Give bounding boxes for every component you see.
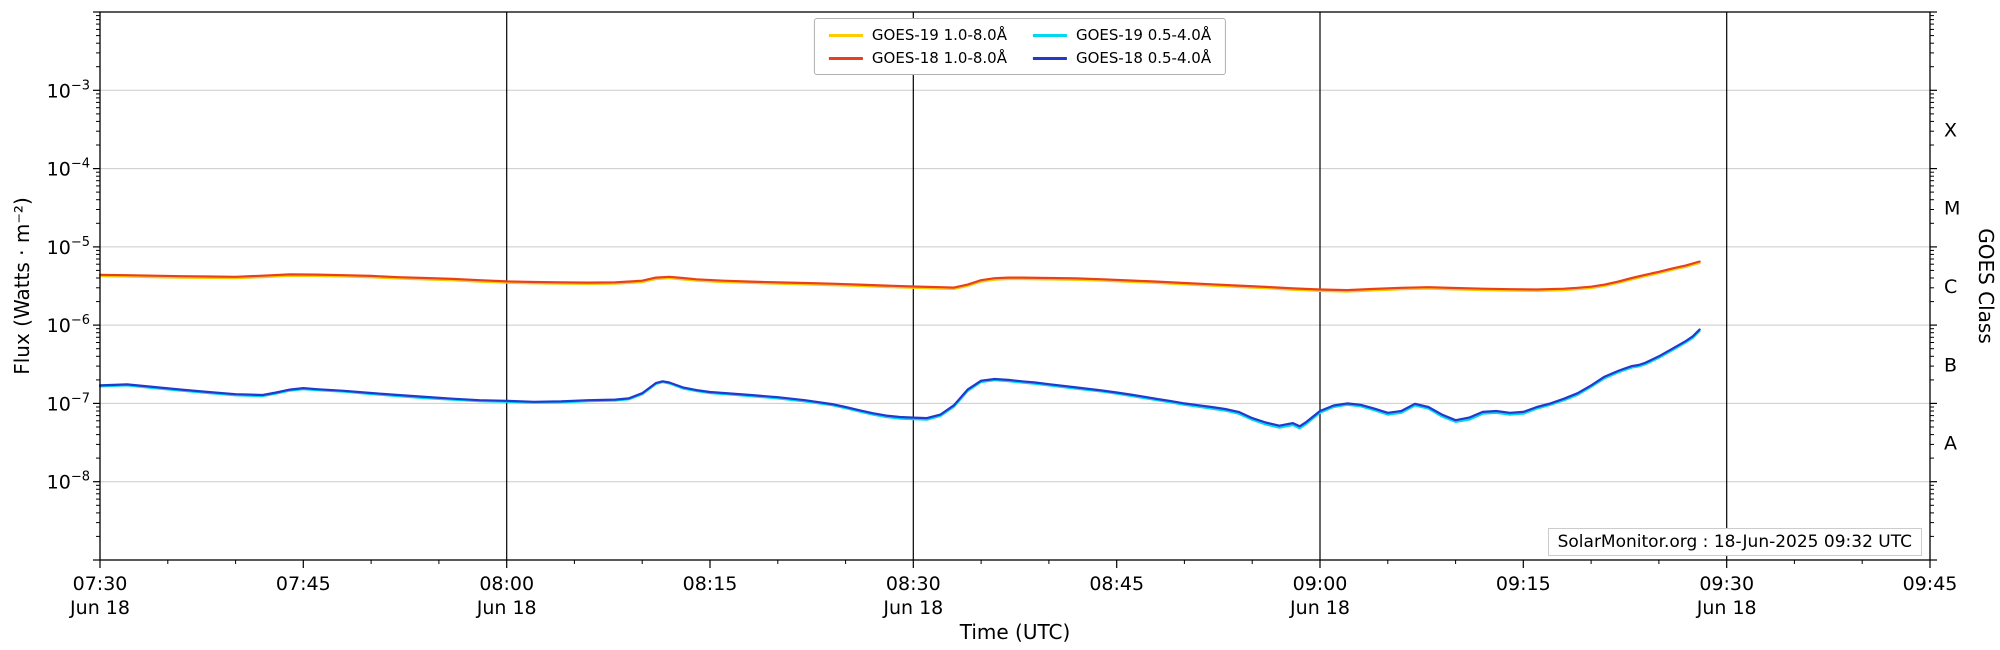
legend-item: GOES-18 1.0-8.0Å bbox=[828, 49, 1007, 67]
series-goes18-long bbox=[98, 260, 1701, 292]
plot-border bbox=[99, 11, 1931, 561]
x-tick-label: 08:30 bbox=[886, 573, 941, 595]
goes-class-letter: C bbox=[1944, 276, 1957, 298]
x-tick-label: 09:45 bbox=[1903, 573, 1958, 595]
x-tick-label: 07:30 bbox=[73, 573, 128, 595]
legend-box: GOES-19 1.0-8.0Å GOES-19 0.5-4.0Å GOES-18 … bbox=[813, 18, 1227, 75]
y-tick-label: 10−4 bbox=[47, 157, 90, 181]
x-axis-label-time: Time (UTC) bbox=[959, 620, 1071, 644]
legend-item: GOES-18 0.5-4.0Å bbox=[1033, 49, 1211, 67]
x-tick-sublabel: Jun 18 bbox=[1289, 597, 1350, 619]
x-tick-sublabel: Jun 18 bbox=[1696, 597, 1757, 619]
series-goes18-short bbox=[98, 328, 1701, 428]
x-tick-sublabel: Jun 18 bbox=[882, 597, 943, 619]
legend-line-swatch bbox=[828, 33, 863, 37]
legend-line-swatch bbox=[828, 56, 863, 60]
legend-line-swatch bbox=[1033, 33, 1067, 37]
goes-class-letter: A bbox=[1944, 433, 1957, 455]
series-goes19-short bbox=[98, 329, 1701, 430]
y-axis-label-flux: Flux (Watts · m⁻²) bbox=[10, 197, 34, 375]
series-goes19-long bbox=[98, 261, 1701, 293]
legend-item: GOES-19 0.5-4.0Å bbox=[1033, 26, 1211, 44]
y-tick-label: 10−7 bbox=[47, 391, 90, 415]
legend-label: GOES-19 0.5-4.0Å bbox=[1076, 26, 1212, 44]
x-tick-label: 09:30 bbox=[1699, 573, 1754, 595]
goes-class-letter: M bbox=[1944, 198, 1960, 220]
solarmonitor-timestamp: SolarMonitor.org : 18-Jun-2025 09:32 UTC bbox=[1547, 528, 1922, 556]
y-tick-label: 10−3 bbox=[47, 78, 90, 102]
legend-line-swatch bbox=[1033, 56, 1067, 60]
x-tick-label: 09:15 bbox=[1496, 573, 1551, 595]
x-tick-label: 07:45 bbox=[276, 573, 331, 595]
legend-item: GOES-19 1.0-8.0Å bbox=[828, 26, 1007, 44]
x-tick-sublabel: Jun 18 bbox=[476, 597, 537, 619]
legend-label: GOES-18 0.5-4.0Å bbox=[1076, 49, 1212, 67]
legend-label: GOES-18 1.0-8.0Å bbox=[871, 49, 1007, 67]
x-tick-label: 08:15 bbox=[683, 573, 738, 595]
x-tick-sublabel: Jun 18 bbox=[69, 597, 130, 619]
legend-label: GOES-19 1.0-8.0Å bbox=[871, 26, 1007, 44]
y-tick-label: 10−6 bbox=[47, 313, 90, 337]
y-tick-label: 10−8 bbox=[47, 470, 90, 494]
x-tick-label: 08:45 bbox=[1089, 573, 1144, 595]
y-tick-label: 10−5 bbox=[47, 235, 90, 259]
x-tick-label: 08:00 bbox=[479, 573, 534, 595]
goes-class-letter: B bbox=[1944, 354, 1957, 376]
goes-class-letter: X bbox=[1944, 119, 1957, 141]
x-tick-label: 09:00 bbox=[1293, 573, 1348, 595]
y-axis-label-goes-class: GOES Class bbox=[1974, 228, 1998, 344]
